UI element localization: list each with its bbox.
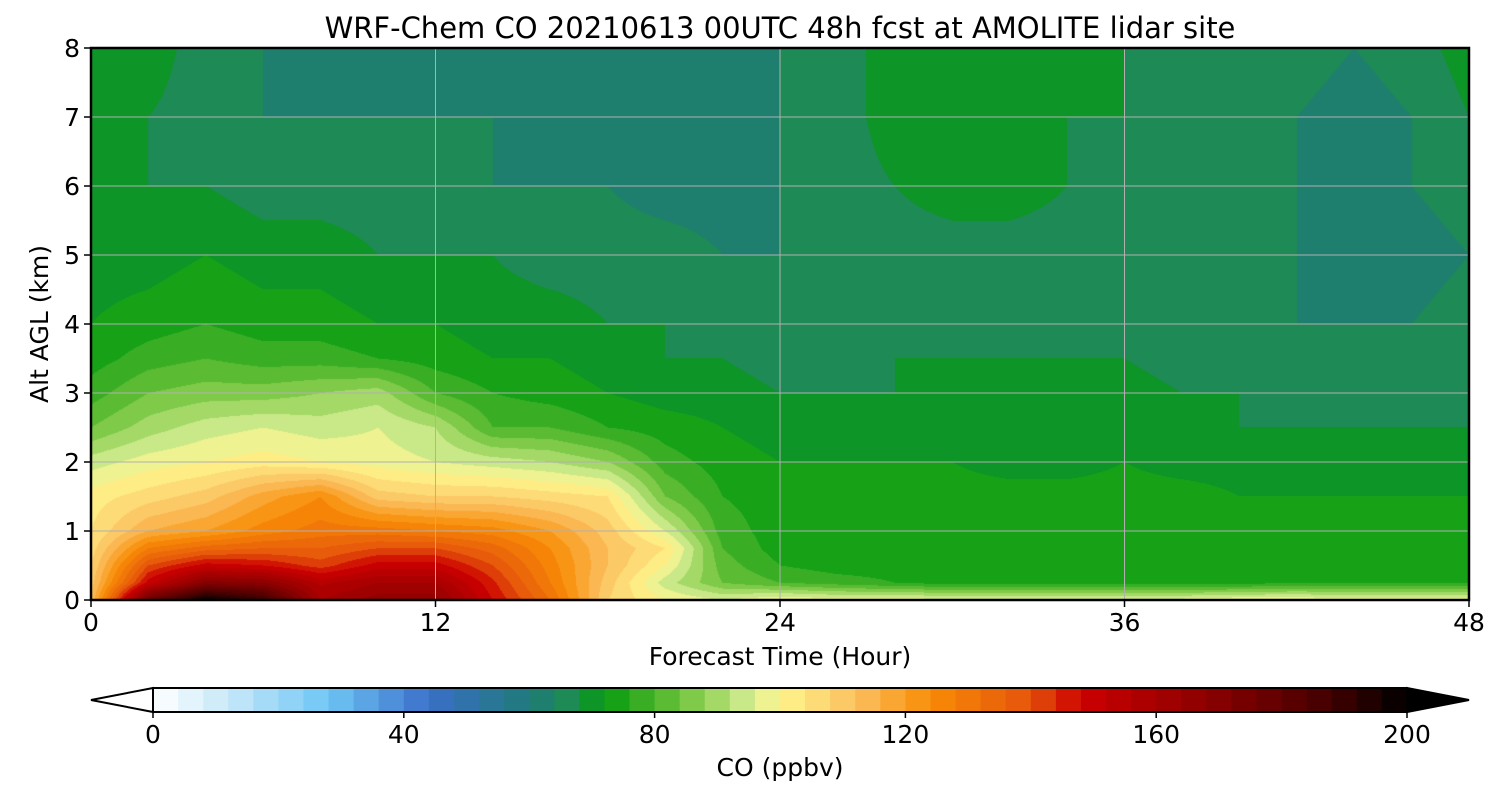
- chart-title: WRF-Chem CO 20210613 00UTC 48h fcst at A…: [325, 11, 1236, 45]
- colorbar-swatch: [1281, 688, 1308, 712]
- colorbar-swatch: [780, 688, 806, 712]
- y-tick-label: 2: [64, 448, 80, 477]
- colorbar-label: CO (ppbv): [717, 753, 844, 782]
- colorbar-swatch: [453, 688, 480, 712]
- colorbar-swatch: [178, 688, 204, 712]
- colorbar-swatch: [604, 688, 631, 712]
- colorbar-swatch: [353, 688, 380, 712]
- colorbar-swatch: [479, 688, 505, 712]
- colorbar-swatch: [1055, 688, 1082, 712]
- y-axis-ticks: 0 1 2 3 4 5 6 7 8: [64, 34, 91, 615]
- colorbar-tick-label: 160: [1132, 720, 1180, 749]
- colorbar-swatch: [1356, 688, 1383, 712]
- x-tick-label: 36: [1109, 608, 1141, 637]
- colorbar-swatch: [504, 688, 530, 712]
- colorbar-swatch: [1256, 688, 1283, 712]
- colorbar: 0 40 80 120 160 200 CO (ppbv): [90, 686, 1470, 782]
- colorbar-swatch: [1131, 688, 1157, 712]
- x-tick-label: 0: [83, 608, 99, 637]
- colorbar-swatch: [1005, 688, 1032, 712]
- colorbar-extend-max: [1406, 686, 1470, 714]
- colorbar-swatch: [880, 688, 906, 712]
- y-tick-label: 0: [64, 586, 80, 615]
- colorbar-swatch: [805, 688, 831, 712]
- colorbar-swatch: [278, 688, 305, 712]
- y-tick-label: 4: [64, 310, 80, 339]
- colorbar-swatch: [529, 688, 555, 712]
- colorbar-tick-label: 80: [639, 720, 671, 749]
- y-tick-label: 6: [64, 172, 80, 201]
- x-axis-ticks: 0 12 24 36 48: [83, 600, 1485, 637]
- colorbar-ticks: 0 40 80 120 160 200: [145, 712, 1431, 749]
- colorbar-swatch: [1306, 688, 1333, 712]
- colorbar-swatch: [855, 688, 881, 712]
- colorbar-swatch: [153, 688, 179, 712]
- colorbar-swatch: [679, 688, 706, 712]
- colorbar-swatch: [905, 688, 932, 712]
- colorbar-swatch: [754, 688, 781, 712]
- colorbar-swatch: [930, 688, 957, 712]
- colorbar-swatch: [1080, 688, 1107, 712]
- colorbar-swatch: [1206, 688, 1233, 712]
- y-tick-label: 1: [64, 517, 80, 546]
- colorbar-swatch: [980, 688, 1007, 712]
- colorbar-swatch: [629, 688, 656, 712]
- colorbar-swatch: [830, 688, 856, 712]
- colorbar-swatch: [1231, 688, 1258, 712]
- colorbar-swatch: [1381, 688, 1408, 712]
- colorbar-swatch: [1156, 688, 1182, 712]
- colorbar-tick-label: 120: [882, 720, 930, 749]
- x-tick-label: 48: [1453, 608, 1485, 637]
- y-axis-title: Alt AGL (km): [25, 245, 54, 403]
- colorbar-frame: [152, 687, 1408, 713]
- y-tick-label: 7: [64, 103, 80, 132]
- colorbar-swatch: [1331, 688, 1358, 712]
- colorbar-swatches: [153, 688, 1408, 712]
- colorbar-tick-label: 200: [1383, 720, 1431, 749]
- y-tick-label: 5: [64, 241, 80, 270]
- colorbar-tick-label: 0: [145, 720, 161, 749]
- colorbar-swatch: [228, 688, 254, 712]
- y-tick-label: 8: [64, 34, 80, 63]
- colorbar-swatch: [579, 688, 606, 712]
- colorbar-swatch: [704, 688, 731, 712]
- x-axis-title: Forecast Time (Hour): [649, 642, 912, 671]
- colorbar-swatch: [1106, 688, 1132, 712]
- colorbar-tick-label: 40: [388, 720, 420, 749]
- colorbar-swatch: [729, 688, 756, 712]
- colorbar-swatch: [253, 688, 279, 712]
- y-tick-label: 3: [64, 379, 80, 408]
- colorbar-swatch: [428, 688, 455, 712]
- x-tick-label: 24: [764, 608, 796, 637]
- colorbar-swatch: [303, 688, 330, 712]
- colorbar-swatch: [203, 688, 229, 712]
- colorbar-swatch: [328, 688, 355, 712]
- colorbar-swatch: [554, 688, 580, 712]
- colorbar-swatch: [403, 688, 430, 712]
- colorbar-swatch: [1030, 688, 1057, 712]
- colorbar-extend-min: [90, 686, 154, 714]
- colorbar-swatch: [654, 688, 681, 712]
- x-tick-label: 12: [420, 608, 452, 637]
- colorbar-swatch: [955, 688, 982, 712]
- colorbar-swatch: [378, 688, 405, 712]
- colorbar-swatch: [1181, 688, 1207, 712]
